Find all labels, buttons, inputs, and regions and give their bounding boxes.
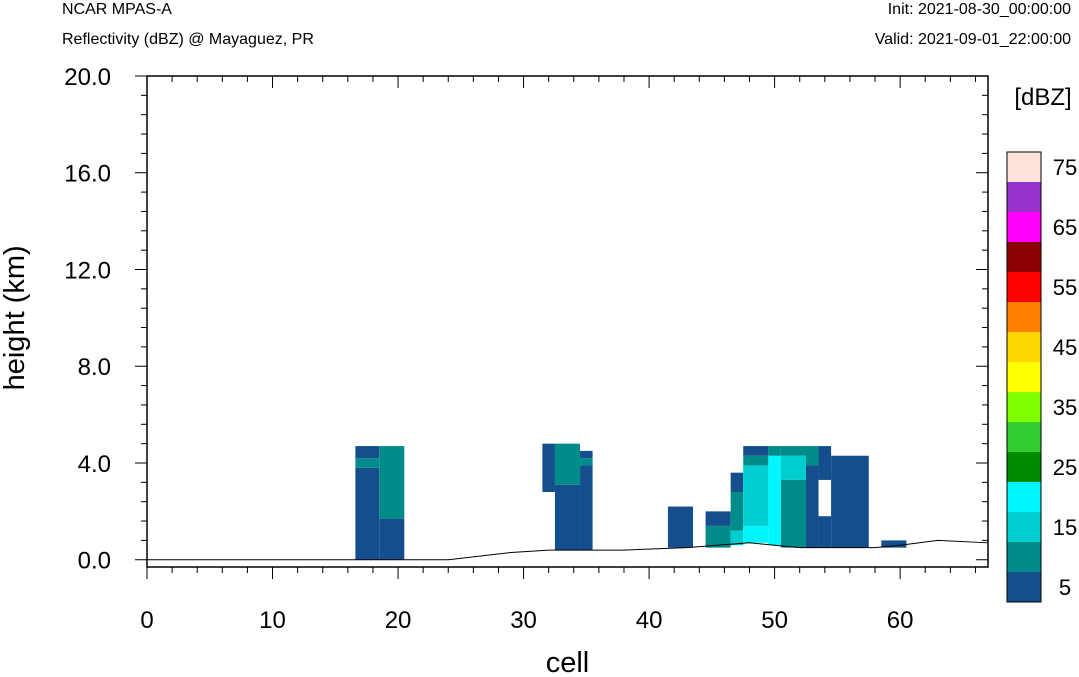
init-time: Init: 2021-08-30_00:00:00: [887, 1, 1071, 18]
reflectivity-cell: [768, 446, 781, 456]
y-tick-label: 8.0: [78, 354, 111, 381]
reflectivity-cell: [554, 484, 581, 551]
colorbar-swatch: [1007, 212, 1041, 242]
terrain-line: [147, 539, 989, 561]
colorbar-swatch: [1007, 152, 1041, 182]
reflectivity-cell: [379, 446, 405, 519]
colorbar-swatch: [1007, 272, 1041, 302]
colorbar-label: 65: [1053, 215, 1077, 240]
x-tick-label: 0: [140, 607, 153, 634]
colorbar-swatch: [1007, 452, 1041, 482]
reflectivity-cell: [743, 465, 769, 526]
x-tick-label: 10: [259, 607, 286, 634]
x-tick-label: 20: [385, 607, 412, 634]
reflectivity-cell: [355, 467, 380, 560]
plot-frame: [146, 75, 989, 568]
colorbar-swatch: [1007, 542, 1041, 572]
colorbar-label: 75: [1053, 155, 1077, 180]
colorbar-frame: [1006, 151, 1042, 603]
reflectivity-cell: [743, 455, 769, 466]
reflectivity-cell: [743, 446, 769, 456]
colorbar-swatch: [1007, 572, 1041, 602]
colorbar-swatch: [1007, 182, 1041, 212]
colorbar-swatch: [1007, 512, 1041, 542]
y-tick-label: 16.0: [64, 161, 111, 188]
reflectivity-cell: [780, 446, 806, 456]
colorbar-label: 55: [1053, 275, 1077, 300]
x-tick-label: 50: [761, 607, 788, 634]
reflectivity-cell: [818, 446, 832, 480]
reflectivity-cell: [580, 458, 593, 466]
reflectivity-cell: [743, 525, 769, 543]
reflectivity-cell: [705, 525, 731, 548]
colorbar-title: [dBZ]: [1014, 84, 1071, 111]
colorbar-swatch: [1007, 242, 1041, 272]
reflectivity-cell: [730, 472, 744, 493]
reflectivity-cell: [667, 506, 694, 548]
x-tick-label: 40: [636, 607, 663, 634]
colorbar-swatch: [1007, 482, 1041, 512]
colorbar-swatch: [1007, 362, 1041, 392]
reflectivity-cell: [554, 443, 581, 485]
reflectivity-cell: [805, 465, 819, 548]
reflectivity-cell: [730, 492, 744, 531]
model-name: NCAR MPAS-A: [62, 1, 172, 18]
colorbar-swatch: [1007, 332, 1041, 362]
reflectivity-cell: [805, 446, 819, 466]
colorbar-label: 5: [1059, 575, 1071, 600]
y-tick-label: 4.0: [78, 451, 111, 478]
colorbar-swatch: [1007, 392, 1041, 422]
reflectivity-cell: [831, 455, 869, 548]
reflectivity-cell: [542, 443, 555, 493]
valid-time: Valid: 2021-09-01_22:00:00: [874, 31, 1071, 48]
y-tick-label: 12.0: [64, 257, 111, 284]
reflectivity-cell: [818, 516, 832, 548]
reflectivity-cell: [580, 450, 593, 459]
reflectivity-cell: [580, 465, 593, 551]
y-tick-label: 0.0: [78, 548, 111, 575]
x-tick-label: 30: [510, 607, 537, 634]
x-tick-label: 60: [887, 607, 914, 634]
reflectivity-cell: [705, 511, 731, 526]
reflectivity-cell: [379, 518, 405, 560]
x-axis-label: cell: [546, 647, 590, 677]
reflectivity-cell: [780, 479, 806, 548]
colorbar-label: 25: [1053, 455, 1077, 480]
colorbar-label: 15: [1053, 515, 1077, 540]
reflectivity-cell: [881, 540, 907, 548]
colorbar-label: 45: [1053, 335, 1077, 360]
reflectivity-cell: [355, 458, 380, 468]
reflectivity-cell: [768, 455, 781, 546]
colorbar-swatch: [1007, 422, 1041, 452]
reflectivity-cell: [730, 530, 744, 546]
colorbar-swatch: [1007, 302, 1041, 332]
colorbar-label: 35: [1053, 395, 1077, 420]
reflectivity-cell: [355, 446, 380, 459]
y-tick-label: 20.0: [64, 64, 111, 91]
reflectivity-cell: [780, 455, 806, 480]
y-axis-label: height (km): [0, 245, 31, 390]
field-title: Reflectivity (dBZ) @ Mayaguez, PR: [62, 31, 314, 48]
